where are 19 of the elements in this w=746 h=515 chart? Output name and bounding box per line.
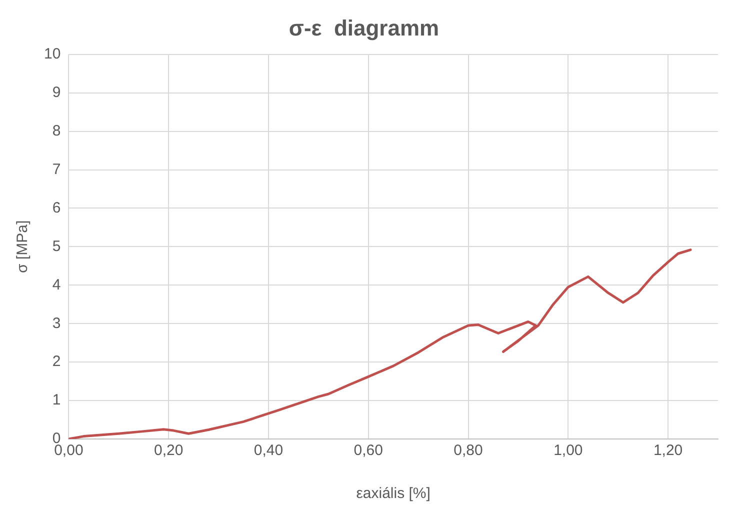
x-tick-label: 1,00 bbox=[554, 442, 583, 460]
x-tick-label: 1,20 bbox=[653, 442, 683, 460]
y-tick-label: 5 bbox=[52, 238, 61, 255]
y-tick-label: 1 bbox=[52, 392, 61, 409]
y-tick-label: 10 bbox=[44, 46, 61, 63]
y-axis-title: σ [MPa] bbox=[14, 220, 32, 274]
y-tick-label: 6 bbox=[52, 199, 61, 216]
y-tick-label: 7 bbox=[52, 160, 61, 178]
chart-title: σ-ε diagramm bbox=[288, 15, 440, 40]
x-tick-label: 0,40 bbox=[254, 442, 284, 460]
y-tick-label: 2 bbox=[52, 353, 61, 370]
y-tick-label: 9 bbox=[52, 84, 61, 101]
y-tick-label: 8 bbox=[52, 122, 61, 140]
x-tick-label: 0,80 bbox=[454, 442, 483, 460]
x-tick-label: 0,60 bbox=[354, 442, 383, 460]
x-axis-title: εaxiális [%] bbox=[356, 485, 430, 502]
x-tick-label: 0,20 bbox=[154, 442, 184, 460]
y-tick-label: 4 bbox=[52, 276, 61, 294]
y-tick-label: 3 bbox=[52, 314, 61, 332]
